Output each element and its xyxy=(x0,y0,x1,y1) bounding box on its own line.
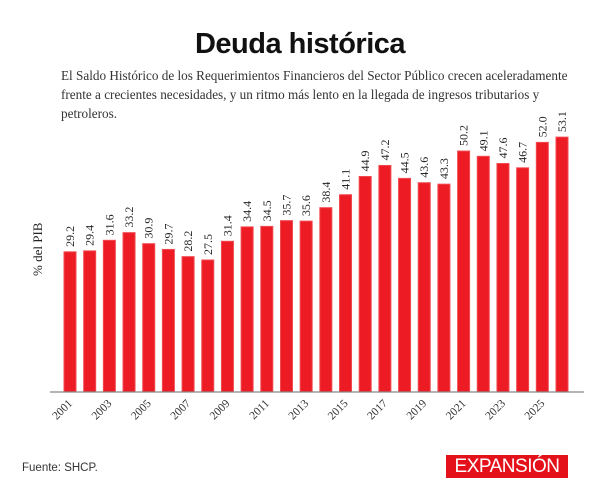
data-label: 43.3 xyxy=(437,158,451,179)
bar-2008 xyxy=(201,259,215,393)
data-label: 49.1 xyxy=(476,130,490,151)
bar-2022 xyxy=(476,155,490,393)
bar-2020 xyxy=(437,183,451,393)
x-tick-label: 2005 xyxy=(129,397,154,422)
bar-2015 xyxy=(339,194,353,393)
x-tick-label: 2017 xyxy=(365,397,390,422)
data-label: 31.4 xyxy=(220,215,234,236)
data-label: 53.1 xyxy=(555,111,569,132)
data-label: 43.6 xyxy=(417,157,431,178)
chart-title: Deuda histórica xyxy=(194,28,406,60)
data-label: 29.7 xyxy=(161,223,175,244)
chart-subtitle: El Saldo Histórico de los Requerimientos… xyxy=(61,68,568,121)
bar-25 xyxy=(555,136,569,393)
x-tick-label: 2021 xyxy=(444,397,469,422)
bar-2001 xyxy=(63,251,77,393)
x-tick-label: 2011 xyxy=(247,397,272,422)
x-tick-label: 2013 xyxy=(287,397,312,422)
bar-2017 xyxy=(378,164,392,393)
y-axis-label: % del PIB xyxy=(30,222,45,276)
bar-2007 xyxy=(181,256,195,393)
bar-2014 xyxy=(319,207,333,393)
bar-2010 xyxy=(240,226,254,393)
x-tick-label: 2007 xyxy=(168,397,193,422)
x-tick-label: 2015 xyxy=(326,397,351,422)
data-label: 46.7 xyxy=(516,142,530,163)
x-tick-label: 2001 xyxy=(50,397,75,422)
logo-text: EXPANSIÓN xyxy=(454,455,560,477)
data-label: 33.2 xyxy=(122,207,136,228)
bar-2024 xyxy=(516,167,530,393)
bar-2009 xyxy=(220,240,234,393)
x-tick-label: 2019 xyxy=(405,397,430,422)
data-label: 44.9 xyxy=(358,150,372,171)
data-label: 29.2 xyxy=(63,226,77,247)
data-label: 35.7 xyxy=(279,195,293,216)
data-label: 35.6 xyxy=(299,195,313,216)
x-tick-label: 2009 xyxy=(208,397,233,422)
x-tick-label: 2023 xyxy=(483,397,508,422)
bars-group xyxy=(63,136,569,393)
bar-2016 xyxy=(358,175,372,393)
data-label: 41.1 xyxy=(339,169,353,190)
x-tick-label: 2003 xyxy=(90,397,115,422)
data-label: 38.4 xyxy=(319,182,333,203)
data-label: 44.5 xyxy=(398,152,412,173)
bar-2018 xyxy=(398,177,412,393)
data-label: 34.5 xyxy=(260,200,274,221)
data-label: 30.9 xyxy=(142,218,156,239)
data-label: 34.4 xyxy=(240,201,254,222)
bar-2002 xyxy=(83,250,97,393)
data-label: 47.2 xyxy=(378,139,392,160)
bar-2013 xyxy=(299,220,313,393)
data-label: 28.2 xyxy=(181,231,195,252)
data-label: 27.5 xyxy=(201,234,215,255)
bar-2025 xyxy=(535,141,549,393)
value-labels-group: 29.2 29.4 31.6 33.2 30.9 29.7 28.2 27.5 31.4 34.4… xyxy=(63,111,569,255)
bar-2003 xyxy=(102,239,116,393)
bar-2019 xyxy=(417,182,431,393)
bar-2011 xyxy=(260,225,274,393)
source-note: Fuente: SHCP. xyxy=(22,462,98,474)
data-label: 29.4 xyxy=(83,225,97,246)
bar-2006 xyxy=(161,248,175,393)
data-label: 50.2 xyxy=(457,125,471,146)
x-tick-label: 2025 xyxy=(523,397,548,422)
data-label: 31.6 xyxy=(102,214,116,235)
bar-2023 xyxy=(496,163,510,393)
data-label: 47.6 xyxy=(496,138,510,159)
bar-2005 xyxy=(142,243,156,393)
data-label: 52.0 xyxy=(535,116,549,137)
bar-2021 xyxy=(457,150,471,393)
expansion-logo: EXPANSIÓN xyxy=(446,455,568,478)
bar-2012 xyxy=(279,220,293,393)
bar-2004 xyxy=(122,232,136,393)
x-tick-labels-group: 2001 2003 2005 2007 2009 2011 2013 2015 2017 2019… xyxy=(50,397,547,422)
